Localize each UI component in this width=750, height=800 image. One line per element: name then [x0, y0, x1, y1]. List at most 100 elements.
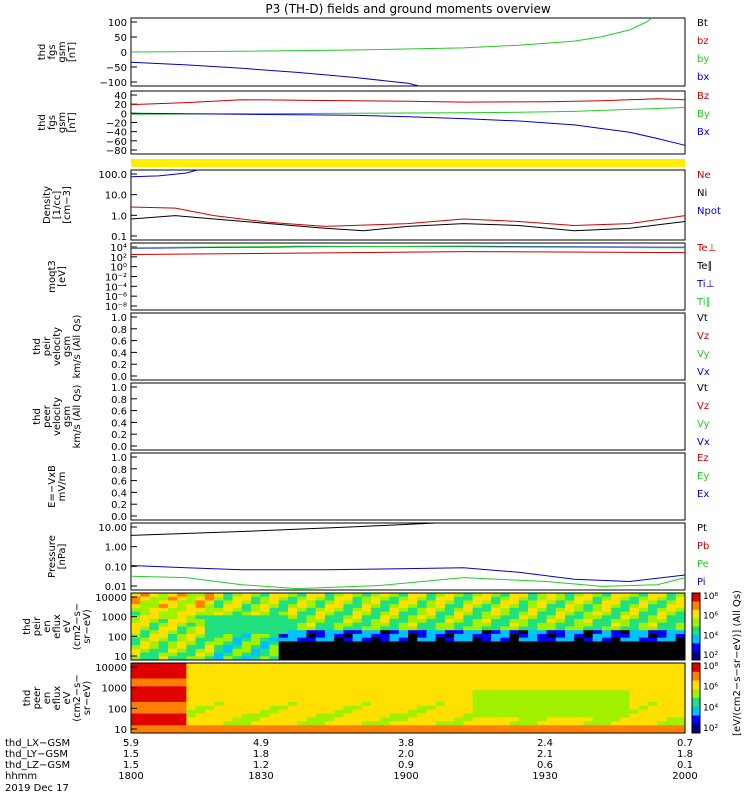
spectrogram-cell — [204, 645, 215, 650]
spectrogram-cell — [195, 645, 206, 650]
spectrogram-cell — [454, 663, 464, 668]
spectrogram-cell — [555, 709, 566, 715]
spectrogram-cell — [528, 619, 538, 624]
y-tick-label: 100 — [108, 632, 127, 643]
spectrogram-cell — [389, 652, 400, 657]
spectrogram-cell — [648, 725, 658, 730]
spectrogram-cell — [287, 648, 298, 654]
spectrogram-cell — [518, 698, 529, 703]
spectrogram-cell — [167, 678, 178, 683]
spectrogram-cell — [149, 607, 160, 613]
spectrogram-cell — [518, 607, 529, 613]
spectrogram-cell — [334, 709, 344, 715]
spectrogram-cell — [555, 713, 566, 718]
spectrogram-cell — [509, 678, 520, 683]
spectrogram-cell — [204, 619, 215, 624]
spectrogram-cell — [555, 607, 566, 613]
spectrogram-cell — [537, 645, 547, 650]
spectrogram-cell — [555, 694, 566, 699]
spectrogram-cell — [472, 593, 483, 598]
series-Npot — [130, 169, 198, 178]
spectrogram-cell — [158, 596, 169, 601]
spectrogram-cell — [158, 648, 169, 654]
spectrogram-cell — [389, 705, 400, 711]
spectrogram-cell — [444, 604, 455, 609]
colorbar-segment — [692, 663, 700, 673]
spectrogram-cell — [361, 663, 372, 668]
spectrogram-cell — [352, 633, 363, 639]
spectrogram-cell — [638, 596, 649, 601]
y-tick-label: 1.0 — [111, 453, 127, 464]
spectrogram-cell — [223, 729, 234, 734]
spectrogram-cell — [537, 717, 547, 722]
spectrogram-cell — [269, 729, 280, 734]
spectrogram-cell — [648, 713, 658, 718]
spectrogram-cell — [500, 666, 511, 672]
spectrogram-cell — [297, 725, 307, 730]
y-axis-label: peer — [32, 686, 43, 710]
spectrogram-cell — [491, 604, 501, 609]
spectrogram-cell — [380, 593, 391, 598]
spectrogram-cell — [260, 626, 270, 631]
spectrogram-cell — [601, 637, 612, 642]
spectrogram-cell — [186, 633, 197, 639]
spectrogram-cell — [140, 674, 150, 680]
spectrogram-cell — [583, 694, 594, 699]
spectrogram-cell — [131, 674, 141, 680]
spectrogram-cell — [417, 666, 427, 672]
spectrogram-cell — [463, 690, 474, 695]
spectrogram-cell — [158, 619, 169, 624]
spectrogram-cell — [177, 593, 187, 598]
spectrogram-cell — [481, 729, 492, 734]
spectrogram-cell — [601, 709, 612, 715]
spectrogram-cell — [638, 686, 649, 691]
spectrogram-cell — [583, 611, 594, 616]
spectrogram-cell — [537, 682, 547, 687]
spectrogram-cell — [324, 630, 335, 635]
spectrogram-cell — [131, 604, 141, 609]
spectrogram-cell — [371, 717, 381, 722]
spectrogram-cell — [417, 648, 427, 654]
spectrogram-cell — [564, 666, 575, 672]
spectrogram-cell — [251, 604, 261, 609]
spectrogram-cell — [444, 725, 455, 730]
y-axis-label: eflux — [52, 614, 63, 639]
spectrogram-cell — [315, 607, 326, 613]
spectrogram-cell — [158, 615, 169, 620]
spectrogram-cell — [371, 721, 381, 726]
spectrogram-cell — [537, 713, 547, 718]
spectrogram-cell — [287, 637, 298, 642]
spectrogram-cell — [592, 725, 603, 730]
spectrogram-cell — [555, 678, 566, 683]
spectrogram-cell — [417, 670, 427, 676]
spectrogram-cell — [149, 641, 160, 646]
spectrogram-cell — [518, 619, 529, 624]
spectrogram-cell — [352, 645, 363, 650]
spectrogram-cell — [278, 604, 289, 609]
spectrogram-cell — [611, 607, 621, 613]
spectrogram-cell — [343, 705, 354, 711]
spectrogram-cell — [481, 619, 492, 624]
spectrogram-cell — [463, 604, 474, 609]
spectrogram-cell — [408, 666, 418, 672]
spectrogram-cell — [592, 670, 603, 676]
spectrogram-cell — [158, 674, 169, 680]
spectrogram-cell — [444, 600, 455, 605]
spectrogram-cell — [574, 622, 584, 627]
spectrogram-cell — [629, 701, 640, 707]
spectrogram-cell — [223, 698, 234, 703]
spectrogram-cell — [398, 670, 409, 676]
spectrogram-cell — [675, 713, 686, 718]
spectrogram-cell — [398, 611, 409, 616]
y-tick-label: 0 — [121, 109, 127, 120]
spectrogram-cell — [518, 686, 529, 691]
spectrogram-cell — [666, 652, 677, 657]
spectrogram-cell — [287, 630, 298, 635]
spectrogram-cell — [306, 641, 317, 646]
spectrogram-cell — [306, 648, 317, 654]
spectrogram-cell — [269, 666, 280, 672]
spectrogram-cell — [463, 729, 474, 734]
spectrogram-cell — [546, 656, 557, 661]
spectrogram-cell — [408, 604, 418, 609]
spectrogram-cell — [315, 648, 326, 654]
